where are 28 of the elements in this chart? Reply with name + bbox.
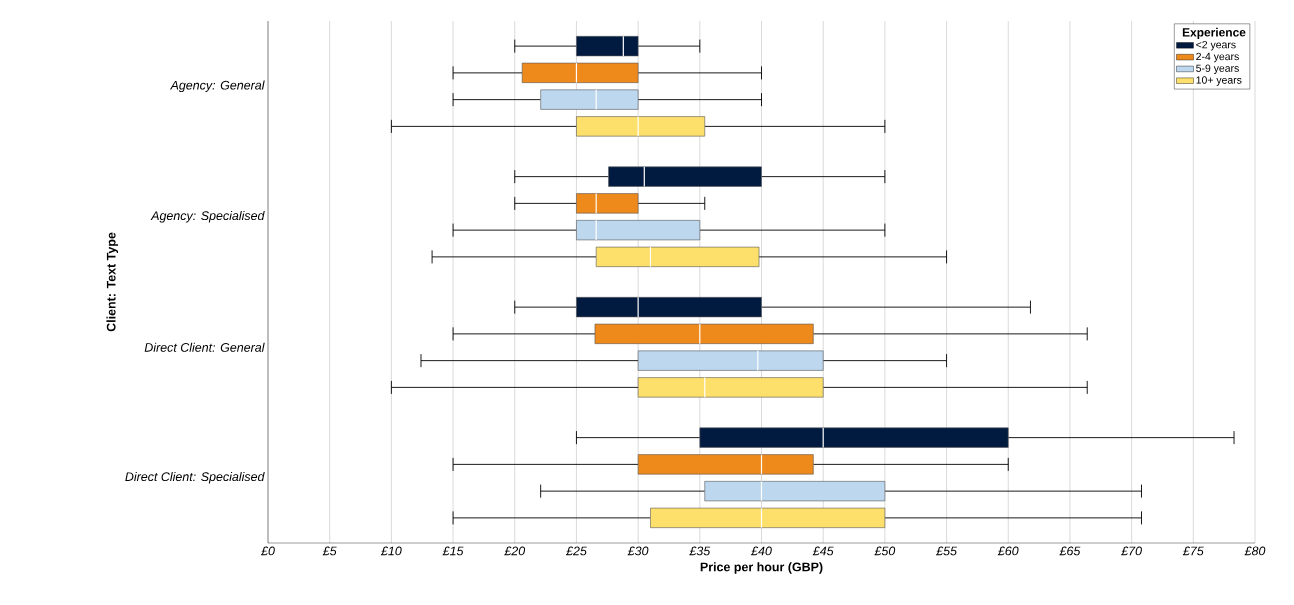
legend-label: 2-4 years (1196, 52, 1239, 63)
legend-label: 10+ years (1196, 76, 1242, 86)
x-tick-label: £5 (322, 546, 337, 556)
x-tick-label: £80 (1244, 546, 1266, 556)
x-tick-label: £50 (874, 546, 896, 556)
x-tick-label: £40 (751, 546, 772, 556)
x-tick-label: £15 (442, 546, 464, 556)
x-tick-label: £20 (504, 546, 526, 556)
legend-title: Experience (1182, 27, 1246, 39)
y-tick-label: Agency: General (169, 80, 265, 93)
x-tick-label: £55 (936, 546, 957, 556)
x-tick-label: £70 (1121, 546, 1142, 556)
x-tick-label: £65 (1059, 546, 1081, 556)
x-tick-label: £45 (812, 546, 834, 556)
x-tick-label: £0 (261, 546, 275, 556)
x-tick-label: £30 (627, 546, 649, 556)
y-tick-label: Direct Client: Specialised (125, 471, 265, 484)
x-tick-label: £10 (380, 546, 402, 556)
legend-label: 5-9 years (1196, 64, 1239, 74)
x-tick-label: £25 (565, 546, 587, 556)
x-tick-label: £60 (997, 546, 1019, 556)
y-axis-title: Client: Text Type (106, 232, 119, 332)
y-tick-label: Agency: Specialised (150, 210, 265, 223)
y-tick-label: Direct Client: General (144, 342, 265, 352)
x-tick-label: £75 (1182, 546, 1204, 556)
x-axis-title: Price per hour (GBP) (700, 562, 823, 574)
legend-label: <2 years (1196, 40, 1236, 51)
x-tick-label: £35 (689, 546, 711, 556)
